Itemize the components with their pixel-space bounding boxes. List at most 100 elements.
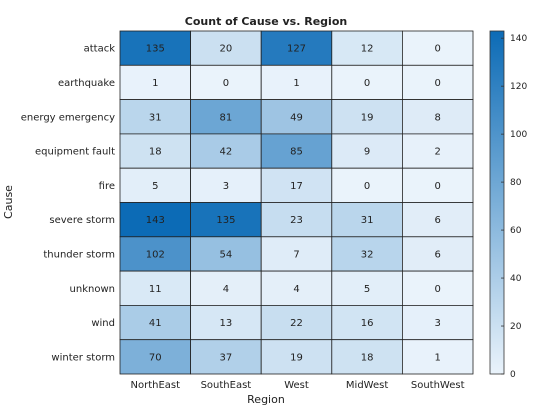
cell-value-label: 13 <box>220 318 233 329</box>
heatmap-cell <box>119 64 191 101</box>
cell-value-label: 18 <box>361 352 374 363</box>
heatmap-cell <box>119 270 191 306</box>
colorbar-tick-label: 60 <box>510 226 522 236</box>
cell-value-label: 31 <box>361 215 374 226</box>
heatmap-cell <box>119 339 191 375</box>
cell-value-label: 143 <box>146 215 165 226</box>
heatmap-cell <box>401 304 474 341</box>
cell-value-label: 135 <box>216 215 235 226</box>
cell-value-label: 22 <box>290 318 303 329</box>
cell-value-label: 18 <box>149 147 162 158</box>
heatmap-cell <box>331 339 403 375</box>
y-tick-labels: attack earthquake energy emergency equipmen… <box>21 44 115 364</box>
cell-value-label: 20 <box>220 44 233 55</box>
cell-value-label: 49 <box>290 112 303 123</box>
y-tick-label: wind <box>91 318 115 329</box>
heatmap-cell <box>119 30 191 66</box>
cell-value-label: 23 <box>290 215 303 226</box>
cell-value-label: 5 <box>364 284 370 295</box>
heatmap-cell <box>260 339 333 375</box>
colorbar-gradient <box>489 30 505 375</box>
x-tick-label: SouthWest <box>411 380 465 391</box>
cell-value-label: 0 <box>435 181 441 192</box>
heatmap-cell <box>190 202 262 238</box>
y-tick-label: winter storm <box>51 352 115 363</box>
cell-value-label: 19 <box>361 112 374 123</box>
heatmap-cell <box>260 64 333 101</box>
cell-value-label: 85 <box>290 147 303 158</box>
cell-value-label: 0 <box>223 78 229 89</box>
cell-value-label: 1 <box>152 78 158 89</box>
heatmap-cell <box>190 304 262 341</box>
heatmap-cell <box>401 339 474 375</box>
heatmap-cell <box>190 270 262 306</box>
colorbar-tick-label: 120 <box>510 82 527 92</box>
y-tick-label: earthquake <box>58 78 115 89</box>
colorbar: 0 20 40 60 80 100 120 140 <box>489 30 527 380</box>
x-tick-label: MidWest <box>346 380 388 391</box>
colorbar-tick-label: 20 <box>510 322 522 332</box>
x-tick-label: SouthEast <box>201 380 252 391</box>
heatmap-cell <box>260 202 333 238</box>
cell-value-label: 0 <box>435 78 441 89</box>
cell-value-label: 6 <box>435 249 441 260</box>
cell-value-label: 2 <box>435 147 441 158</box>
heatmap-cell <box>401 133 474 169</box>
heatmap-cell <box>190 133 262 169</box>
heatmap-cell <box>260 30 333 66</box>
x-tick-labels: NorthEast SouthEast West MidWest SouthWest <box>131 380 465 391</box>
y-tick-label: energy emergency <box>21 112 115 123</box>
x-axis-label: Region <box>247 393 285 406</box>
cell-value-label: 135 <box>146 44 165 55</box>
heatmap-cell <box>190 339 262 375</box>
heatmap-cell <box>119 236 191 272</box>
heatmap-cell <box>119 167 191 203</box>
colorbar-tick-label: 140 <box>510 34 527 44</box>
cell-value-label: 102 <box>146 249 165 260</box>
cell-value-label: 4 <box>223 284 229 295</box>
heatmap-cell <box>401 270 474 306</box>
y-tick-label: unknown <box>70 284 115 295</box>
cell-value-label: 0 <box>364 78 370 89</box>
heatmap-cell <box>401 64 474 101</box>
y-tick-label: equipment fault <box>35 147 115 158</box>
cell-value-label: 37 <box>220 352 233 363</box>
heatmap-cell <box>401 202 474 238</box>
cell-value-label: 8 <box>435 112 441 123</box>
heatmap-cell <box>119 133 191 169</box>
heatmap-cells: 135 20 127 12 01 0 1 0 031 81 49 19 818 42 85 9 25 3 17 0 01… <box>119 30 474 375</box>
chart-title: Count of Cause vs. Region <box>185 15 347 28</box>
cell-value-label: 54 <box>220 249 233 260</box>
heatmap-cell <box>401 167 474 203</box>
cell-value-label: 3 <box>223 181 229 192</box>
heatmap-cell <box>190 99 262 135</box>
cell-value-label: 5 <box>152 181 158 192</box>
heatmap-cell <box>260 304 333 341</box>
cell-value-label: 0 <box>435 284 441 295</box>
cell-value-label: 11 <box>149 284 162 295</box>
heatmap-cell <box>331 99 403 135</box>
cell-value-label: 1 <box>293 78 299 89</box>
cell-value-label: 70 <box>149 352 162 363</box>
cell-value-label: 17 <box>290 181 303 192</box>
colorbar-tick-label: 40 <box>510 274 522 284</box>
heatmap-cell <box>260 167 333 203</box>
y-tick-label: attack <box>84 44 116 55</box>
cell-value-label: 19 <box>290 352 303 363</box>
cell-value-label: 1 <box>435 352 441 363</box>
y-axis-label: Cause <box>2 185 15 219</box>
cell-value-label: 12 <box>361 44 374 55</box>
cell-value-label: 42 <box>220 147 233 158</box>
cell-value-label: 41 <box>149 318 162 329</box>
heatmap-cell <box>260 133 333 169</box>
cell-value-label: 0 <box>364 181 370 192</box>
cell-value-label: 7 <box>293 249 299 260</box>
heatmap-cell <box>190 167 262 203</box>
x-tick-label: West <box>284 380 309 391</box>
cell-value-label: 6 <box>435 215 441 226</box>
cell-value-label: 3 <box>435 318 441 329</box>
y-tick-label: thunder storm <box>43 249 115 260</box>
heatmap-cell <box>331 202 403 238</box>
cell-value-label: 0 <box>435 44 441 55</box>
